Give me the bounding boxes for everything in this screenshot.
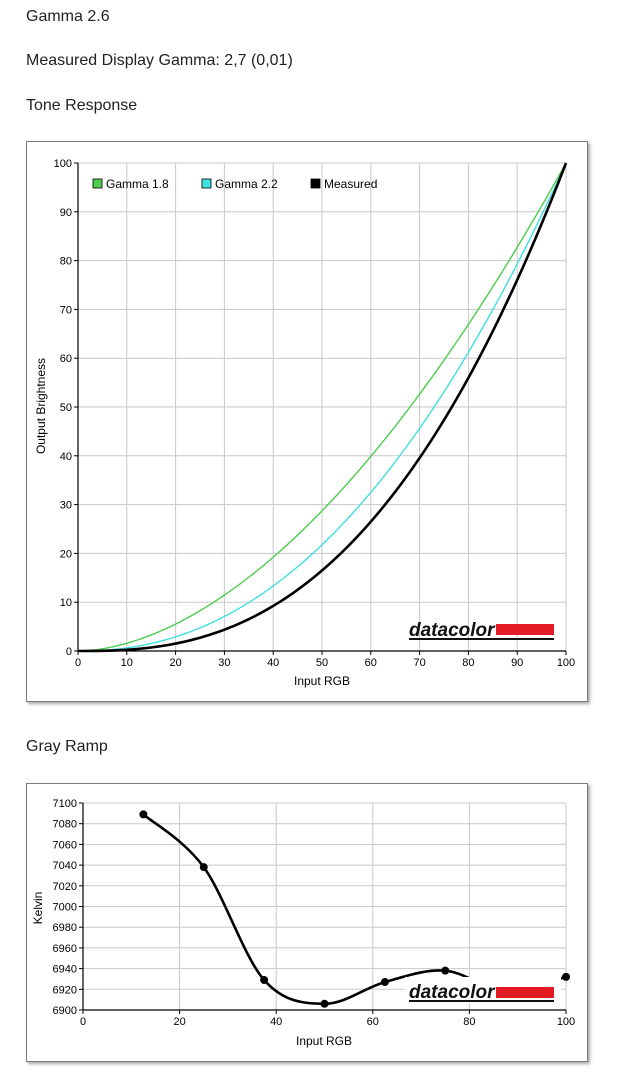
gray-data-point <box>562 972 570 981</box>
tone-legend-swatch-gamma-1-8 <box>92 178 103 189</box>
gray-x-tick-label: 20 <box>173 1016 185 1028</box>
tone-response-chart-panel: 0 10 20 30 40 50 60 70 80 90 100 0 10 20 30 40 50 60 70 80 9… <box>26 141 588 702</box>
gray-y-tick-label: 7060 <box>53 839 77 851</box>
tone-x-tick-label: 0 <box>75 657 81 669</box>
gray-y-tick-label: 7020 <box>53 881 77 893</box>
tone-legend-label-gamma-2-2: Gamma 2.2 <box>215 177 278 191</box>
gray-x-tick-label: 40 <box>270 1016 282 1028</box>
gray-y-tick-label: 7100 <box>53 798 77 810</box>
tone-y-tick-label: 50 <box>60 402 72 414</box>
tone-x-tick-label: 90 <box>511 657 523 669</box>
tone-legend-swatch-gamma-2-2 <box>201 178 212 189</box>
tone-legend-label-measured: Measured <box>324 177 377 191</box>
gray-logo-underline <box>409 1000 554 1002</box>
gray-ramp-chart: 0 20 40 60 80 100 6900 6920 6940 6960 6980 7000 7020… <box>31 798 575 1048</box>
tone-y-tick-label: 10 <box>60 597 72 609</box>
measured-gamma-text: Measured Display Gamma: 2,7 (0,01) <box>26 52 293 69</box>
tone-series-line-measured <box>78 162 568 653</box>
gray-logo-bar <box>496 987 554 998</box>
tone-logo-underline <box>409 638 554 640</box>
gray-y-tick-label: 6940 <box>53 964 77 976</box>
gray-y-tick-label: 7000 <box>53 902 77 914</box>
gray-ramp-heading: Gray Ramp <box>26 738 108 755</box>
tone-x-tick-label: 20 <box>169 657 181 669</box>
gamma-target-text: Gamma 2.6 <box>26 8 110 25</box>
tone-x-tick-label: 80 <box>462 657 474 669</box>
tone-legend-swatch-measured <box>310 178 321 189</box>
tone-legend-label-gamma-1-8: Gamma 1.8 <box>106 177 169 191</box>
gray-data-point <box>320 999 329 1008</box>
gray-x-tick-label: 80 <box>463 1016 475 1028</box>
tone-response-heading: Tone Response <box>26 97 138 114</box>
tone-y-axis-label: Output Brightness <box>34 358 48 454</box>
tone-series-line-gamma-1-8 <box>77 162 567 652</box>
tone-y-tick-label: 40 <box>60 451 72 463</box>
gray-y-tick-label: 7040 <box>53 860 77 872</box>
tone-series-line-gamma-2-2 <box>77 162 567 652</box>
gray-x-tick-label: 100 <box>557 1016 575 1028</box>
gray-logo-text: datacolor <box>409 982 496 1003</box>
tone-x-tick-label: 100 <box>557 657 575 669</box>
gray-y-axis-label: Kelvin <box>31 892 45 925</box>
tone-x-tick-label: 40 <box>267 657 279 669</box>
tone-response-chart: 0 10 20 30 40 50 60 70 80 90 100 0 10 20 30 40 50 60 70 80 9… <box>34 158 575 688</box>
tone-y-tick-label: 90 <box>60 207 72 219</box>
tone-logo-text: datacolor <box>409 620 496 641</box>
gray-x-tick-label: 0 <box>80 1016 86 1028</box>
gray-y-tick-label: 6960 <box>53 943 77 955</box>
gray-data-point <box>260 975 269 984</box>
tone-y-tick-label: 20 <box>60 548 72 560</box>
gray-data-point <box>380 978 389 987</box>
tone-y-tick-label: 100 <box>54 158 72 170</box>
tone-x-tick-label: 70 <box>413 657 425 669</box>
gray-data-point <box>441 966 450 975</box>
tone-x-tick-label: 50 <box>316 657 328 669</box>
tone-datacolor-logo: datacolor <box>409 620 554 641</box>
gray-data-point <box>199 863 208 872</box>
tone-y-tick-label: 30 <box>60 500 72 512</box>
tone-y-tick-label: 0 <box>66 646 72 658</box>
gray-ramp-chart-panel: 0 20 40 60 80 100 6900 6920 6940 6960 6980 7000 7020… <box>26 783 588 1062</box>
gray-x-tick-label: 60 <box>367 1016 379 1028</box>
gray-datacolor-logo: datacolor <box>405 977 561 1003</box>
gray-data-point <box>139 810 148 819</box>
tone-x-tick-label: 30 <box>218 657 230 669</box>
gray-y-tick-label: 6980 <box>53 922 77 934</box>
tone-logo-bar <box>496 624 554 635</box>
tone-y-tick-label: 80 <box>60 256 72 268</box>
gray-series-line <box>142 813 567 1006</box>
gray-y-tick-label: 7080 <box>53 819 77 831</box>
tone-y-tick-label: 60 <box>60 353 72 365</box>
gray-x-axis-label: Input RGB <box>296 1034 352 1048</box>
tone-x-axis-label: Input RGB <box>294 674 350 688</box>
gray-y-tick-label: 6920 <box>53 984 77 996</box>
tone-y-tick-label: 70 <box>60 304 72 316</box>
tone-x-tick-label: 10 <box>121 657 133 669</box>
gray-y-tick-label: 6900 <box>53 1005 77 1017</box>
tone-x-tick-label: 60 <box>365 657 377 669</box>
